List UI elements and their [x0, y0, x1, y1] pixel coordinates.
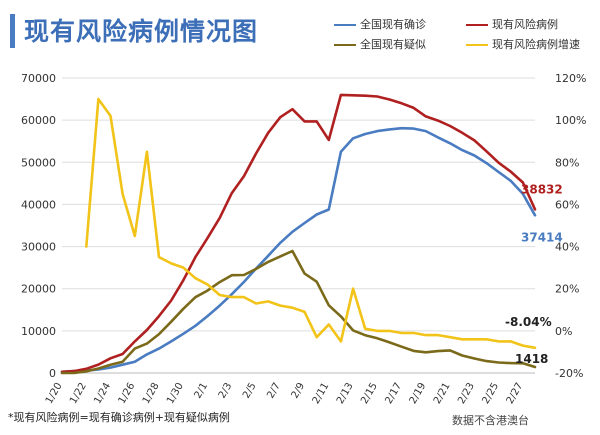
x-tick-label: 2/3 — [217, 381, 235, 400]
end-value-label: -8.04% — [505, 315, 552, 329]
end-value-label: 37414 — [521, 230, 563, 244]
series-line — [60, 93, 537, 374]
x-tick-label: 2/11 — [311, 381, 332, 406]
legend-label: 全国现有疑似 — [360, 38, 426, 51]
y-left-tick-label: 30000 — [21, 241, 56, 254]
x-tick-label: 2/7 — [265, 381, 283, 400]
y-left-tick-label: 60000 — [21, 114, 56, 127]
y-right-tick-label: 80% — [555, 156, 579, 169]
legend: 全国现有确诊 现有风险病例 全国现有疑似 现有风险病例增速 — [334, 12, 596, 54]
series-line — [60, 249, 537, 375]
x-tick-label: 2/27 — [505, 381, 526, 406]
legend-label: 全国现有确诊 — [360, 18, 426, 31]
legend-swatch — [466, 43, 488, 47]
legend-swatch — [466, 23, 488, 27]
y-left-tick-label: 70000 — [21, 72, 56, 85]
x-tick-label: 2/15 — [359, 381, 380, 406]
x-tick-label: 2/23 — [456, 381, 477, 406]
y-right-tick-label: 60% — [555, 198, 579, 211]
x-tick-label: 2/1 — [193, 381, 211, 400]
legend-item-growth: 现有风险病例增速 — [466, 36, 580, 52]
legend-label: 现有风险病例 — [492, 18, 558, 31]
data-source-note: 数据不含港澳台 — [452, 414, 529, 427]
y-left-tick-label: 0 — [49, 367, 56, 380]
legend-item-suspected: 全国现有疑似 — [334, 36, 426, 52]
y-right-tick-label: 0% — [555, 325, 572, 338]
footnote: *现有风险病例=现有确诊病例+现有疑似病例 — [8, 411, 230, 424]
y-right-tick-label: 20% — [555, 283, 579, 296]
legend-swatch — [334, 23, 356, 27]
y-left-tick-label: 10000 — [21, 325, 56, 338]
legend-label: 现有风险病例增速 — [492, 38, 580, 51]
x-tick-label: 2/13 — [335, 381, 356, 406]
y-left-tick-label: 20000 — [21, 283, 56, 296]
x-tick-label: 2/5 — [241, 381, 259, 400]
y-right-tick-label: 40% — [555, 241, 579, 254]
x-tick-label: 1/30 — [165, 381, 186, 406]
legend-item-risk: 现有风险病例 — [466, 16, 558, 32]
x-tick-label: 1/22 — [68, 381, 89, 406]
title-accent-bar — [10, 14, 15, 48]
x-tick-label: 2/21 — [432, 381, 453, 406]
x-tick-label: 1/24 — [92, 381, 113, 406]
x-tick-label: 1/20 — [44, 381, 65, 406]
x-tick-label: 1/26 — [117, 381, 138, 406]
end-value-label: 1418 — [515, 352, 548, 366]
y-right-tick-label: 120% — [555, 72, 586, 85]
x-tick-label: 2/17 — [383, 381, 404, 406]
y-left-tick-label: 50000 — [21, 156, 56, 169]
legend-item-confirmed: 全国现有确诊 — [334, 16, 426, 32]
y-left-tick-label: 40000 — [21, 198, 56, 211]
x-tick-label: 2/19 — [408, 381, 429, 406]
legend-swatch — [334, 43, 356, 47]
series-line — [85, 97, 537, 350]
x-tick-label: 2/9 — [290, 381, 308, 400]
y-right-tick-label: -20% — [555, 367, 583, 380]
series-line — [60, 126, 537, 374]
x-tick-label: 1/28 — [141, 381, 162, 406]
y-right-tick-label: 100% — [555, 114, 586, 127]
end-value-label: 38832 — [521, 182, 563, 196]
chart-title: 现有风险病例情况图 — [24, 17, 259, 46]
x-tick-label: 2/25 — [480, 381, 501, 406]
